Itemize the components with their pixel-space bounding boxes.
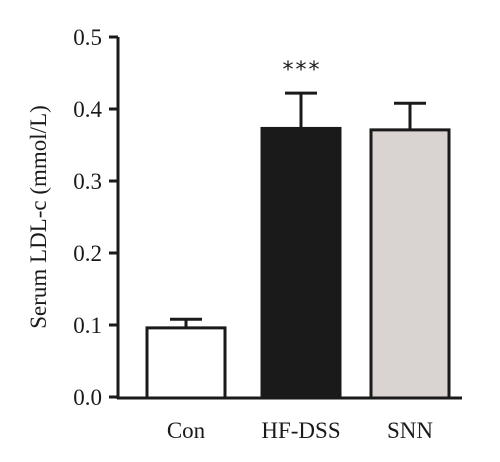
x-tick-label: Con xyxy=(167,418,206,443)
bars xyxy=(145,91,451,400)
significance-label: *** xyxy=(283,58,322,83)
labels: 0.0 0.1 0.2 0.3 0.4 0.5 Con HF-DSS *** SNN xyxy=(73,25,433,443)
bar-con xyxy=(145,326,227,400)
y-tick-label: 0.3 xyxy=(73,169,102,194)
bar-hf-dss xyxy=(260,126,342,400)
x-tick-label: SNN xyxy=(387,418,433,443)
x-tick-label: HF-DSS xyxy=(261,418,340,443)
y-axis-title: Serum LDL-c (mmol/L) xyxy=(26,105,51,329)
y-tick-label: 0.0 xyxy=(73,385,102,410)
y-tick-label: 0.5 xyxy=(73,25,102,50)
bar-snn xyxy=(369,128,451,400)
y-tick-label: 0.2 xyxy=(73,241,102,266)
y-tick-label: 0.4 xyxy=(73,97,102,122)
y-tick-label: 0.1 xyxy=(73,313,102,338)
